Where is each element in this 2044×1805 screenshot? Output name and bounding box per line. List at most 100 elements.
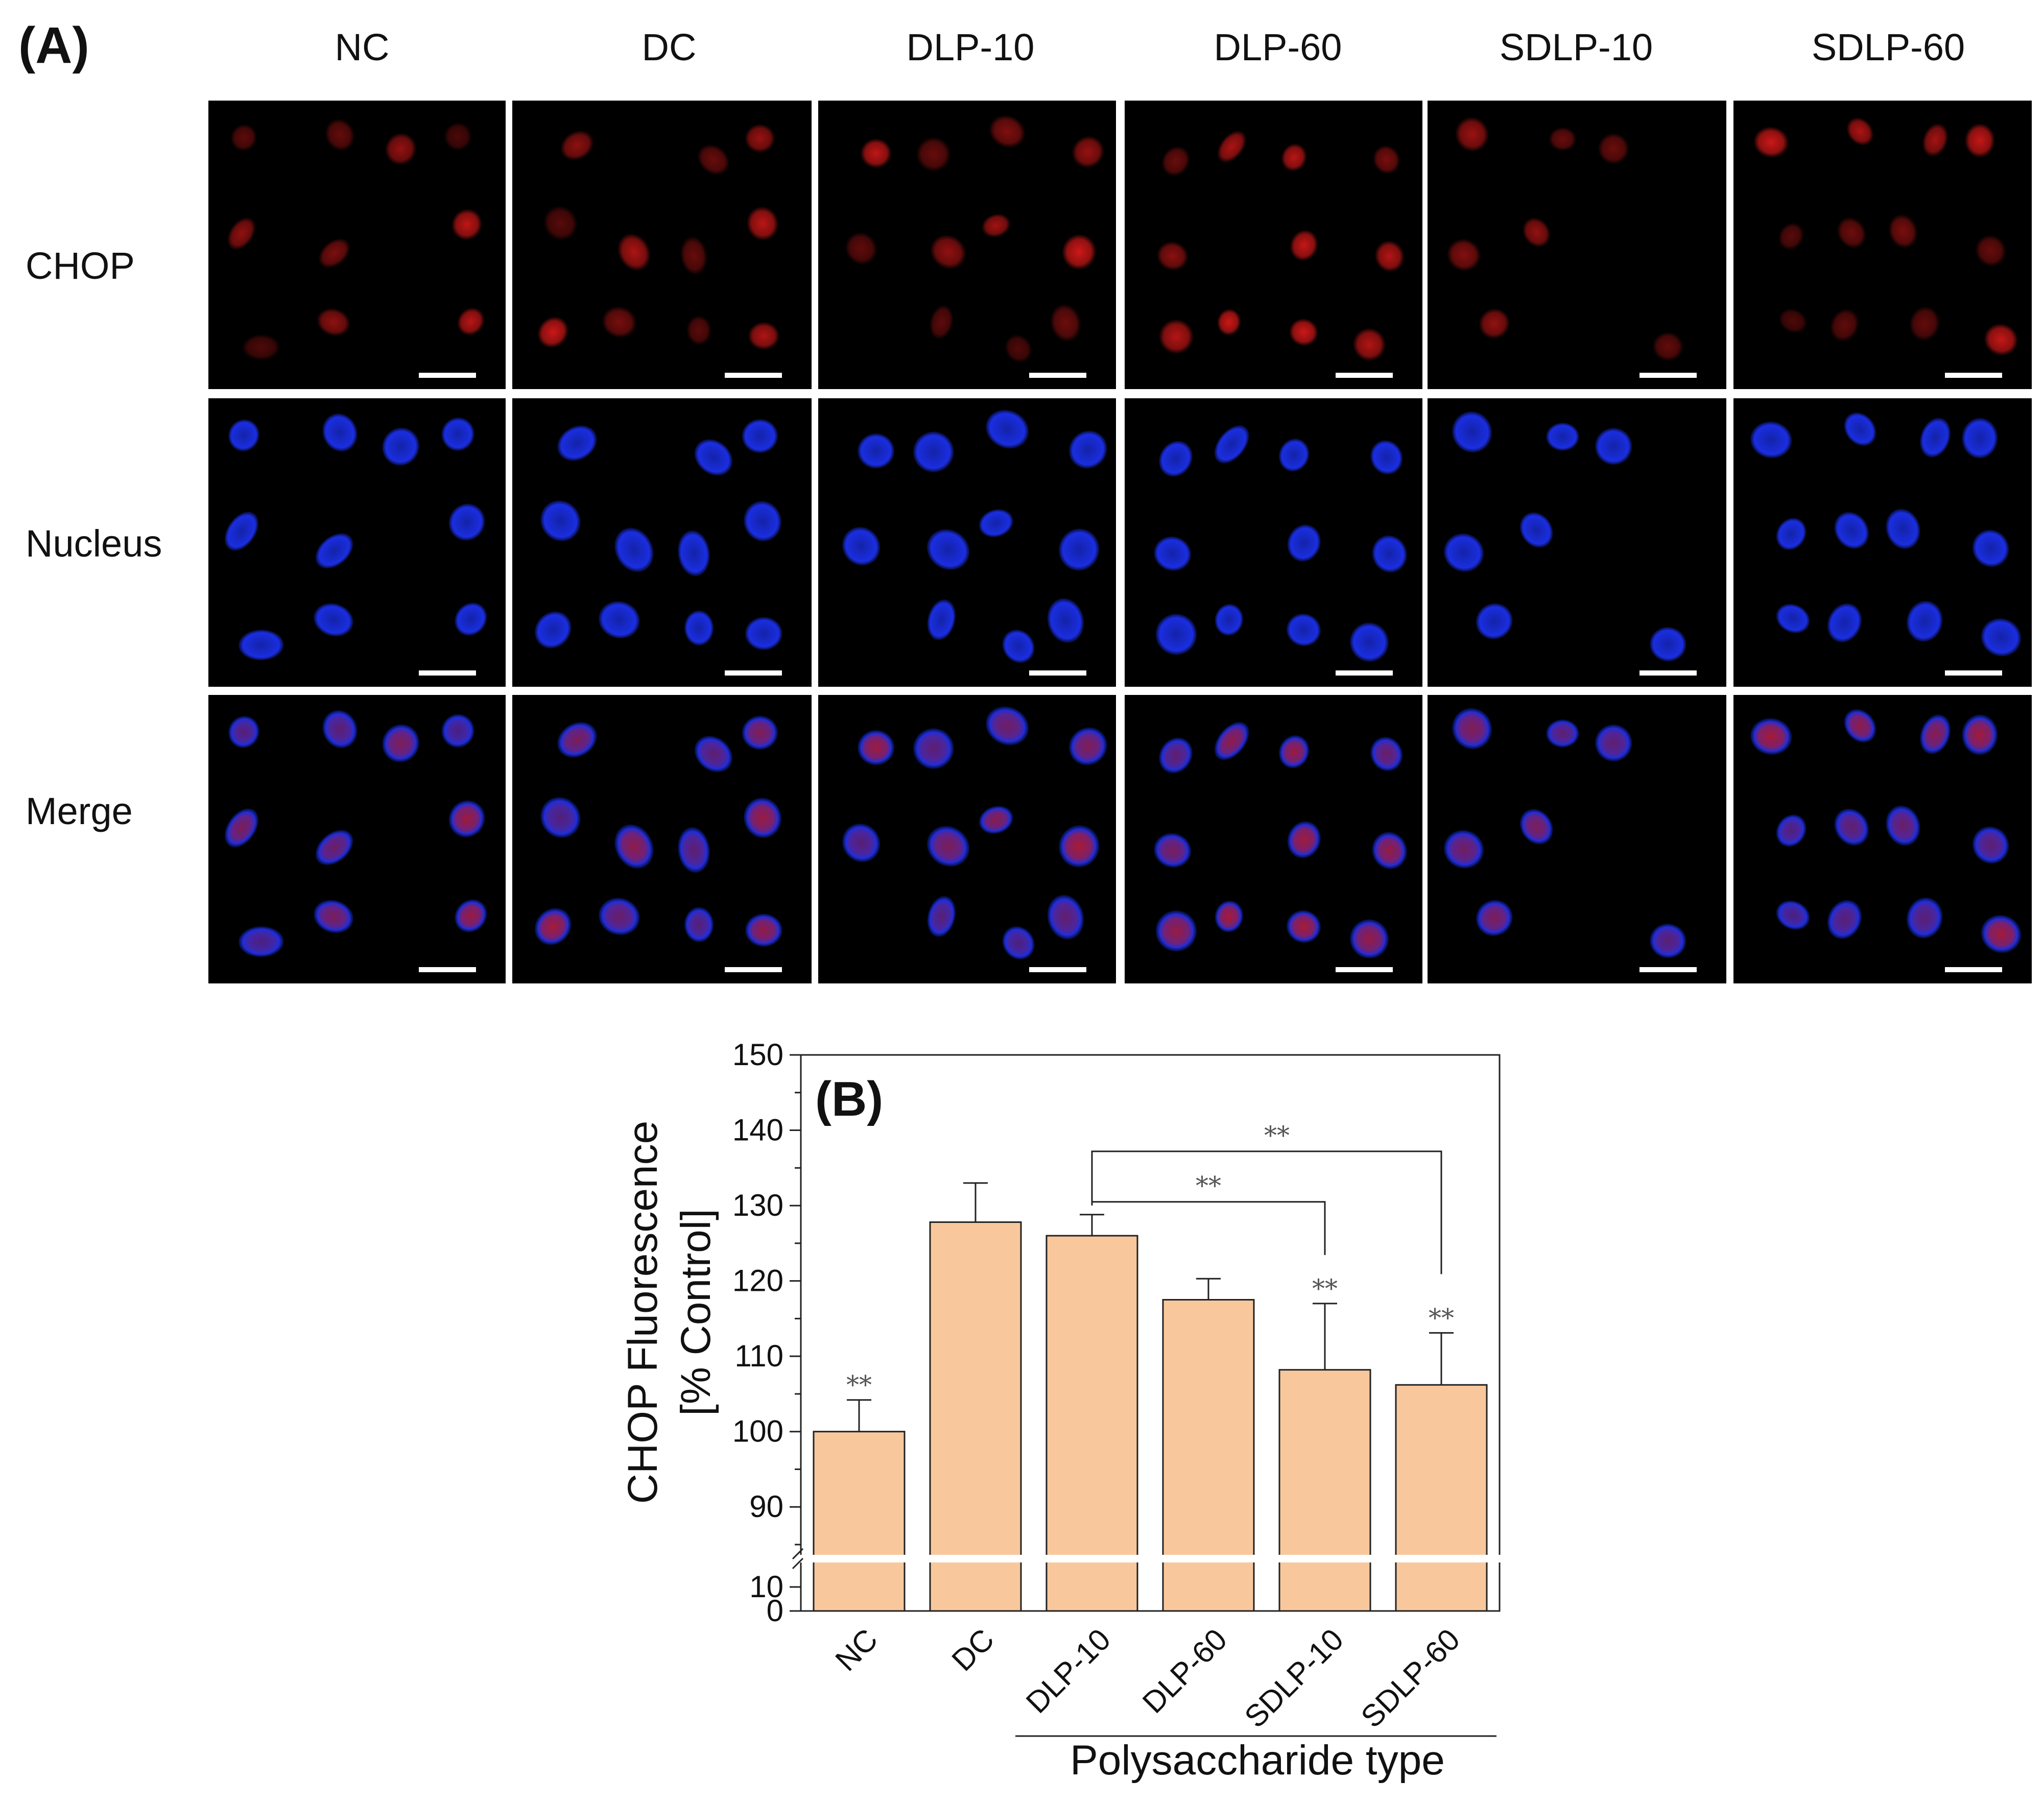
nucleus-blob (913, 431, 954, 472)
micrograph-image (1125, 101, 1422, 389)
chop-signal-blob (744, 124, 775, 153)
chop-signal-blob (748, 916, 780, 945)
nucleus-blob (1443, 533, 1484, 572)
nucleus-blob (1058, 528, 1100, 571)
chop-signal-blob (1281, 737, 1307, 766)
chop-signal-blob (1522, 217, 1551, 248)
chop-signal-blob (1281, 143, 1307, 172)
chop-signal-blob (325, 713, 355, 745)
chop-signal-blob (744, 718, 775, 748)
nucleus-blob (1844, 412, 1876, 446)
chop-signal-blob (1909, 900, 1940, 935)
chop-signal-blob (1922, 123, 1948, 157)
chop-signal-blob (318, 238, 350, 269)
comparison-bracket (1091, 1150, 1442, 1274)
chop-signal-blob (316, 308, 351, 336)
y-tick-label: 110 (734, 1339, 783, 1373)
micrograph-nucleus-dlp-10 (818, 398, 1116, 687)
chop-signal-blob (845, 826, 877, 859)
chop-signal-blob (602, 306, 637, 338)
x-tick-label-dlp-60: DLP-60 (1136, 1622, 1233, 1720)
scale-bar (725, 967, 782, 972)
nucleus-blob (1906, 600, 1943, 642)
nucleus-blob (1834, 512, 1869, 549)
chop-signal-blob (230, 718, 257, 746)
chop-signal-blob (1061, 234, 1097, 270)
panel-b-label: (B) (815, 1072, 883, 1126)
nucleus-blob (926, 529, 970, 570)
axis-break-gap (791, 1555, 1510, 1562)
chop-signal-blob (1372, 145, 1400, 175)
chop-signal-blob (543, 205, 578, 240)
nucleus-blob (455, 603, 487, 636)
chop-signal-blob (242, 928, 280, 955)
chop-signal-blob (697, 144, 730, 175)
chop-signal-blob (1217, 308, 1241, 336)
chop-signal-blob (1289, 318, 1318, 346)
chop-signal-blob (680, 830, 708, 870)
scale-bar (1336, 670, 1393, 676)
chop-signal-blob (929, 304, 954, 340)
micrograph-image (512, 101, 812, 389)
chop-signal-blob (316, 902, 351, 931)
micrograph-image (1428, 101, 1726, 389)
chop-signal-blob (1352, 922, 1386, 956)
nucleus-blob (1154, 536, 1192, 571)
chop-signal-blob (1352, 328, 1386, 362)
micrograph-image (1733, 101, 2032, 389)
chop-signal-blob (230, 124, 257, 152)
y-tick-label: 150 (732, 1038, 783, 1072)
chop-signal-blob (1837, 217, 1867, 249)
nucleus-blob (614, 527, 654, 572)
column-label-dlp-10: DLP-10 (906, 26, 1035, 68)
chop-signal-blob (1455, 711, 1489, 747)
micrograph-image (512, 695, 812, 983)
nucleus-blob (228, 419, 259, 451)
chop-signal-blob (697, 738, 730, 769)
nucleus-blob (1214, 425, 1249, 464)
y-tick-label: 100 (732, 1414, 783, 1449)
chop-signal-blob (1829, 308, 1860, 342)
chop-signal-blob (1479, 902, 1510, 933)
micrograph-image (208, 398, 506, 687)
nucleus-blob (1476, 603, 1513, 640)
micrograph-nucleus-sdlp-60 (1733, 398, 2032, 687)
micrograph-chop-sdlp-10 (1428, 101, 1726, 389)
chop-signal-blob (1217, 903, 1241, 930)
y-tick-label: 90 (749, 1489, 783, 1524)
chop-signal-blob (1072, 730, 1105, 763)
chop-signal-blob (318, 832, 350, 863)
chop-signal-blob (325, 118, 355, 151)
scale-bar (419, 373, 476, 378)
chop-signal-blob (1778, 308, 1808, 333)
micrograph-image (818, 695, 1116, 983)
chop-signal-blob (1964, 717, 1995, 752)
chop-signal-blob (560, 130, 594, 161)
chop-signal-blob (1156, 241, 1189, 271)
chop-signal-blob (1846, 117, 1874, 146)
chop-signal-blob (916, 731, 951, 766)
chop-signal-blob (1753, 126, 1789, 158)
nucleus-blob (1827, 603, 1862, 643)
chop-signal-blob (385, 727, 417, 760)
scale-bar (1945, 670, 2002, 676)
chop-signal-blob (242, 334, 280, 360)
chop-signal-blob (1161, 146, 1190, 177)
chop-signal-blob (1598, 133, 1630, 164)
chop-signal-blob (537, 316, 569, 348)
micrograph-merge-dc (512, 695, 812, 983)
axis-break-mark (792, 1548, 804, 1560)
nucleus-blob (315, 533, 353, 569)
y-axis-title-line1: CHOP Fluorescence (620, 1121, 666, 1504)
chop-signal-blob (227, 216, 256, 250)
chop-signal-blob (1837, 811, 1867, 843)
chop-signal-blob (537, 910, 569, 943)
x-tick-label-nc: NC (829, 1622, 885, 1678)
micrograph-chop-dc (512, 101, 812, 389)
chop-signal-blob (1652, 332, 1684, 362)
scale-bar (1029, 670, 1086, 676)
chop-signal-blob (1158, 913, 1194, 949)
nucleus-blob (979, 509, 1013, 537)
chop-signal-blob (748, 322, 780, 350)
chop-signal-blob (1753, 720, 1789, 752)
